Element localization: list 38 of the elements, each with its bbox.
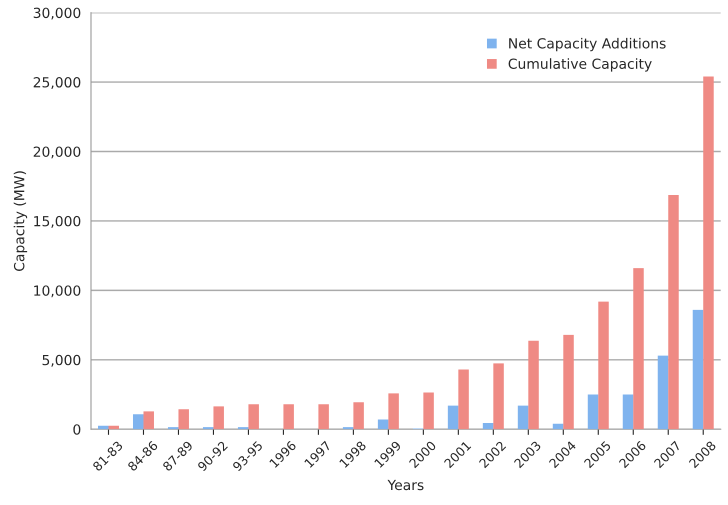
bar bbox=[283, 404, 294, 430]
y-tick-label: 5,000 bbox=[42, 354, 80, 367]
y-tick-label: 15,000 bbox=[34, 216, 80, 228]
bar bbox=[388, 393, 399, 430]
bar bbox=[528, 340, 539, 430]
bar bbox=[482, 423, 494, 430]
bar bbox=[423, 392, 434, 430]
y-tick-label: 0 bbox=[73, 424, 80, 435]
bar bbox=[178, 409, 189, 430]
bar bbox=[552, 424, 564, 430]
legend-label: Cumulative Capacity bbox=[508, 58, 652, 72]
bar bbox=[563, 334, 574, 430]
bar bbox=[248, 404, 259, 430]
y-tick-label: 20,000 bbox=[34, 146, 80, 158]
y-tick-label: 30,000 bbox=[34, 8, 80, 20]
bar bbox=[493, 363, 504, 430]
bar bbox=[668, 194, 679, 430]
bar bbox=[458, 370, 469, 430]
bar bbox=[143, 411, 154, 430]
bar bbox=[658, 356, 668, 430]
bar bbox=[318, 404, 329, 430]
bar bbox=[622, 394, 634, 430]
bar bbox=[703, 76, 714, 430]
bar bbox=[213, 406, 224, 430]
bar bbox=[598, 302, 609, 430]
bar bbox=[132, 414, 144, 430]
legend-label: Net Capacity Additions bbox=[509, 38, 666, 52]
bar bbox=[378, 420, 388, 430]
bar bbox=[518, 406, 528, 430]
y-tick-label: 25,000 bbox=[34, 77, 80, 89]
bar bbox=[692, 310, 704, 430]
bar bbox=[588, 394, 598, 430]
bar bbox=[633, 268, 644, 430]
y-axis-title: Capacity (MW) bbox=[14, 171, 28, 271]
y-tick-label: 10,000 bbox=[34, 285, 80, 298]
bar bbox=[448, 406, 458, 430]
x-axis-title: Years bbox=[388, 480, 424, 490]
bar bbox=[353, 402, 364, 430]
